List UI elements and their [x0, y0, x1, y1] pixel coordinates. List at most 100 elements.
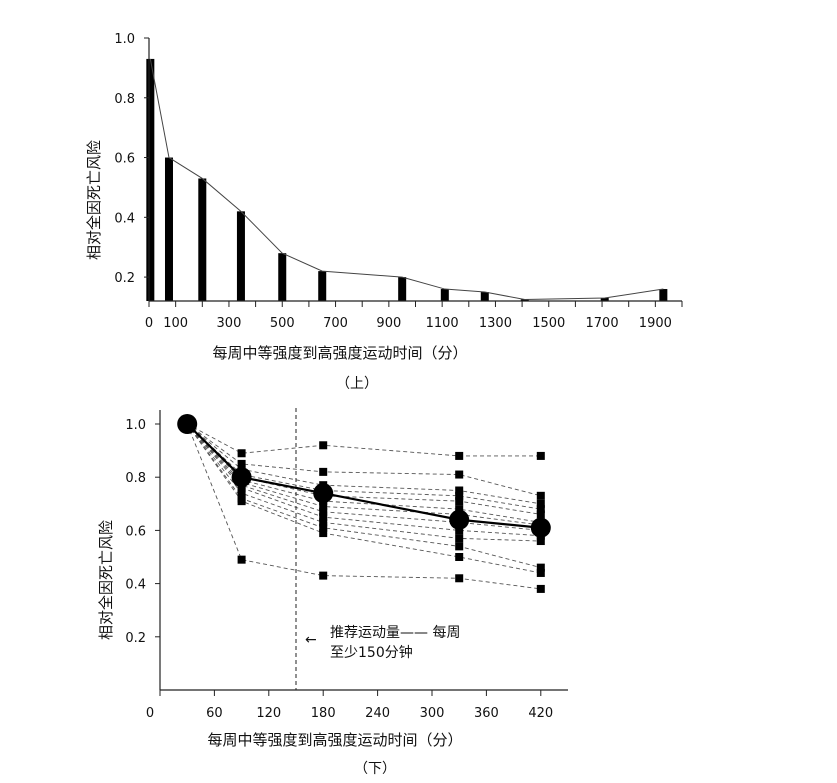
x-tick-label: 0	[146, 706, 154, 721]
study-marker	[319, 467, 328, 476]
study-marker	[237, 555, 246, 564]
study-marker	[455, 542, 464, 551]
study-marker	[319, 529, 328, 538]
x-tick-label: 1300	[479, 316, 512, 331]
bar	[318, 271, 327, 301]
bar	[659, 289, 668, 301]
study-line	[186, 423, 541, 505]
study-markers	[237, 441, 545, 593]
bar	[146, 58, 155, 301]
y-tick-label: 0.4	[114, 211, 135, 226]
x-tick-label: 900	[376, 316, 401, 331]
study-marker	[455, 451, 464, 460]
bar	[164, 157, 173, 301]
bottom-x-ticks: 0 60 120 180 240 300 360 420	[146, 690, 553, 721]
top-trend-line	[149, 58, 664, 301]
study-marker	[455, 526, 464, 535]
x-tick-label: 300	[217, 316, 242, 331]
y-tick-label: 0.2	[125, 631, 146, 646]
annotation-line-1: 推荐运动量—— 每周	[330, 625, 460, 641]
study-marker	[536, 563, 545, 572]
study-marker	[237, 449, 246, 458]
bar	[198, 178, 207, 301]
summary-point	[231, 467, 252, 488]
bar	[236, 211, 245, 301]
study-marker	[536, 537, 545, 546]
summary-point	[313, 483, 334, 504]
study-marker	[536, 451, 545, 460]
study-marker	[455, 470, 464, 479]
x-tick-label: 240	[365, 706, 390, 721]
bar	[398, 277, 407, 301]
annotation-line-2: 至少150分钟	[330, 644, 413, 661]
y-tick-label: 0.2	[114, 271, 135, 286]
x-tick-label: 1500	[532, 316, 565, 331]
top-panel-label: （上）	[336, 376, 378, 392]
x-tick-label: 180	[311, 706, 336, 721]
bottom-y-axis-title: 相对全因死亡风险	[97, 520, 115, 640]
annotation-arrow: ←	[305, 632, 317, 648]
y-tick-label: 0.4	[125, 578, 146, 593]
bottom-panel-label: （下）	[354, 761, 396, 777]
summary-points	[177, 414, 551, 538]
study-marker	[319, 502, 328, 511]
y-tick-label: 0.8	[114, 92, 135, 107]
study-marker	[455, 486, 464, 495]
x-tick-label: 1900	[639, 316, 672, 331]
y-tick-label: 0.6	[125, 524, 146, 539]
top-x-axis-title: 每周中等强度到高强度运动时间（分）	[212, 344, 467, 362]
study-marker	[237, 459, 246, 468]
study-marker	[536, 505, 545, 514]
study-marker	[237, 483, 246, 492]
top-y-ticks: 0.2 0.4 0.6 0.8 1.0	[114, 32, 149, 286]
x-tick-label: 360	[474, 706, 499, 721]
study-marker	[319, 441, 328, 450]
y-tick-label: 0.6	[114, 152, 135, 167]
study-marker	[455, 505, 464, 514]
x-tick-label: 300	[420, 706, 445, 721]
x-tick-label: 1100	[426, 316, 459, 331]
study-marker	[319, 571, 328, 580]
study-marker	[237, 497, 246, 506]
y-tick-label: 0.8	[125, 471, 146, 486]
summary-point	[177, 414, 198, 434]
y-tick-label: 1.0	[125, 418, 146, 433]
study-marker	[536, 584, 545, 593]
study-marker	[536, 499, 545, 508]
study-lines	[186, 423, 541, 590]
x-tick-label: 700	[323, 316, 348, 331]
study-marker	[319, 518, 328, 527]
study-marker	[536, 568, 545, 577]
study-marker	[455, 497, 464, 506]
x-tick-label: 1700	[586, 316, 619, 331]
bar	[520, 299, 529, 301]
study-marker	[455, 553, 464, 561]
study-marker	[319, 507, 328, 516]
study-marker	[237, 489, 246, 498]
study-marker	[319, 523, 328, 532]
summary-point	[449, 509, 470, 530]
study-marker	[455, 491, 464, 500]
study-marker	[536, 491, 545, 500]
bottom-x-axis-title: 每周中等强度到高强度运动时间（分）	[207, 731, 462, 749]
x-tick-label: 500	[270, 316, 295, 331]
bar	[278, 253, 287, 301]
summary-point	[530, 517, 551, 538]
x-tick-label: 100	[163, 316, 188, 331]
bar	[600, 298, 609, 301]
study-marker	[455, 534, 464, 543]
bar	[480, 292, 489, 301]
top-bars	[146, 58, 668, 301]
bottom-y-ticks: 0.2 0.4 0.6 0.8 1.0	[125, 418, 160, 646]
study-marker	[319, 513, 328, 522]
y-tick-label: 1.0	[114, 32, 135, 47]
top-bar-chart: 0.2 0.4 0.6 0.8 1.0 0 100 300 500 700 900 1100 1300…	[85, 32, 683, 392]
study-marker	[536, 510, 545, 519]
study-line	[186, 423, 541, 590]
study-line	[186, 423, 541, 531]
top-y-axis-title: 相对全因死亡风险	[85, 140, 103, 260]
study-line	[186, 423, 541, 542]
x-tick-label: 60	[206, 706, 223, 721]
x-tick-label: 0	[145, 316, 153, 331]
